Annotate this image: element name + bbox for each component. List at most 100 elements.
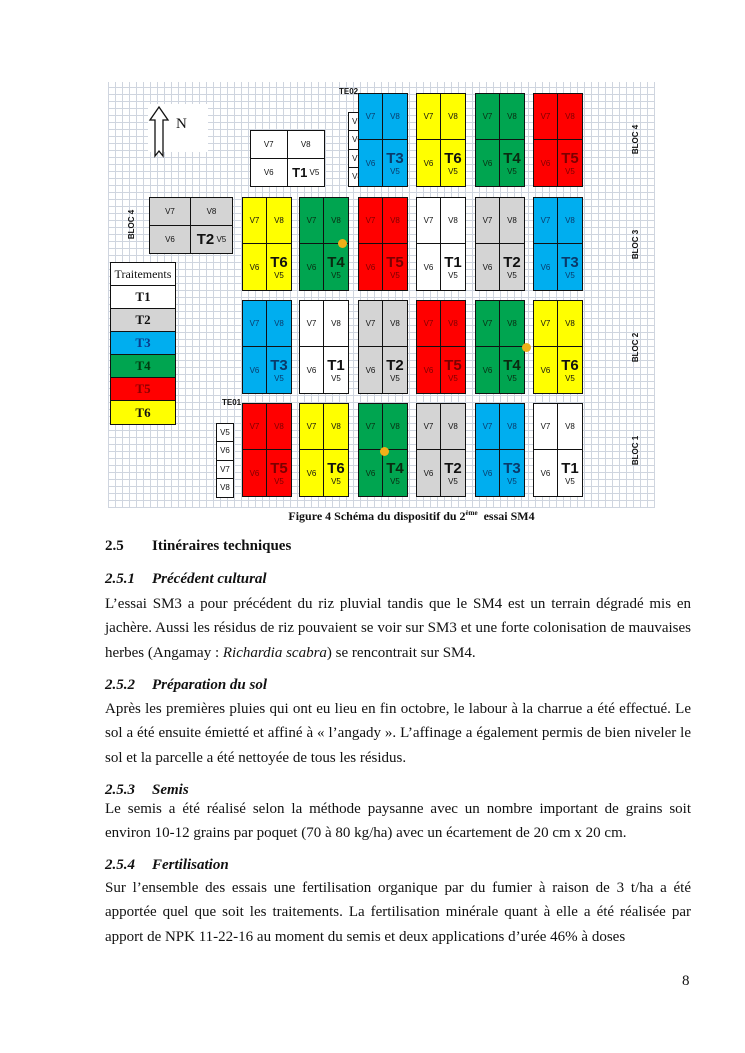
section-title: Semis [152,782,189,798]
variety-cell: V6 [417,347,441,393]
variety-cell: V6 [243,347,267,393]
variety-cell: V6 [150,225,191,253]
variety-cell: V7 [150,198,191,226]
variety-cell: V7 [476,94,500,140]
variety-label: V5 [448,374,458,383]
variety-label: V5 [448,271,458,280]
treatment-label: T5 [444,357,462,374]
treatment-cell: T5 V5 [267,450,291,496]
te01-column: V5 V6 V7 V8 [216,423,234,498]
variety-cell: V6 [300,244,324,290]
section-title: Préparation du sol [152,677,268,693]
plot-t4: V7 V8 V6 T4 V5 [358,403,408,497]
treatment-cell: T2 V5 [383,347,407,393]
te-cell: V6 [349,131,365,150]
variety-cell: V7 [359,404,383,450]
treatment-cell: T1 V5 [558,450,582,496]
section-number: 2.5 [105,538,124,554]
paragraph-text: L’essai SM3 a pour précédent du riz pluv… [105,596,691,661]
page-number: 8 [682,973,690,989]
variety-cell: V8 [558,94,582,140]
treatment-label: T2 [386,357,404,374]
treatment-label: T1 [292,164,308,180]
variety-cell: V8 [500,404,524,450]
te01-label: TE01 [222,398,242,407]
treatment-cell: T3 V5 [383,140,407,186]
variety-label: V5 [274,374,284,383]
treatment-label: T2 [503,254,521,271]
variety-cell: V6 [359,347,383,393]
plot-t6: V7 V8 V6 T6 V5 [242,197,292,291]
variety-cell: V7 [359,198,383,244]
variety-cell: V6 [359,244,383,290]
plot-t6: V7 V8 V6 T6 V5 [416,93,466,187]
section-number: 2.5.2 [105,677,135,693]
treatment-cell: T3 V5 [500,450,524,496]
te-cell: V8 [220,483,230,493]
paragraph: Sur l’ensemble des essais une fertilisat… [105,880,691,945]
treatment-label: T1 [444,254,462,271]
north-arrow-icon [148,106,170,158]
plot-t1-horizontal: V7 V8 V6 T1 V5 [250,130,325,187]
variety-cell: V7 [243,198,267,244]
variety-cell: V6 [534,450,558,496]
section-title: Précédent cultural [152,571,267,587]
variety-cell: V6 [251,158,288,186]
plot-t2: V7 V8 V6 T2 V5 [475,197,525,291]
variety-label: V5 [448,477,458,486]
treatment-label: T5 [386,254,404,271]
te-cell: V8 [352,172,362,182]
te02-label: TE02 [339,87,359,96]
variety-cell: V8 [383,198,407,244]
treatment-label: T4 [386,460,404,477]
section-number: 2.5.3 [105,782,135,798]
variety-cell: V6 [417,450,441,496]
subsection-heading: 2.5.1 Précédent cultural [105,571,267,588]
plot-t1: V7 V8 V6 T1 V5 [299,300,349,394]
treatment-cell: T2 V5 [500,244,524,290]
variety-cell: V7 [534,94,558,140]
variety-cell: V6 [359,450,383,496]
variety-cell: V8 [441,94,465,140]
legend-item-t3: T3 [111,332,175,355]
paragraph: Après les premières pluies qui ont eu li… [105,701,691,766]
variety-label: V5 [390,167,400,176]
plot-t3: V7 V8 V6 T3 V5 [242,300,292,394]
treatment-legend: Traitements T1 T2 T3 T4 T5 T6 [110,262,176,425]
bloc-label: BLOC 4 [631,124,641,155]
variety-cell: V7 [534,301,558,347]
variety-cell: V8 [558,404,582,450]
variety-cell: V7 [359,94,383,140]
treatment-label: T1 [327,357,345,374]
plot-t1: V7 V8 V6 T1 V5 [533,403,583,497]
legend-item-t6: T6 [111,401,175,424]
te-cell: V6 [217,442,233,461]
variety-label: V5 [390,477,400,486]
variety-cell: V7 [359,301,383,347]
te-cell: V5 [217,424,233,443]
treatment-label: T1 [561,460,579,477]
legend-item-t2: T2 [111,309,175,332]
variety-cell: V7 [243,404,267,450]
plot-t2: V7 V8 V6 T2 V5 [416,403,466,497]
plot-t3: V7 V8 V6 T3 V5 [358,93,408,187]
plot-t1: V7 V8 V6 T1 V5 [416,197,466,291]
variety-cell: V8 [267,301,291,347]
legend-item-t1: T1 [111,286,175,309]
plot-t5: V7 V8 V6 T5 V5 [358,197,408,291]
sample-point-marker [338,239,347,248]
treatment-cell: T5 V5 [558,140,582,186]
variety-label: V5 [565,167,575,176]
variety-cell: V8 [383,301,407,347]
section-number: 2.5.1 [105,571,135,587]
variety-label: V5 [274,271,284,280]
section-title: Itinéraires techniques [152,538,292,554]
variety-label: V5 [565,271,575,280]
variety-cell: V7 [251,131,288,159]
variety-cell: V8 [558,198,582,244]
variety-cell: V6 [359,140,383,186]
caption-text: essai SM4 [477,509,535,523]
treatment-label: T6 [270,254,288,271]
plot-t5: V7 V8 V6 T5 V5 [533,93,583,187]
variety-cell: V8 [267,198,291,244]
